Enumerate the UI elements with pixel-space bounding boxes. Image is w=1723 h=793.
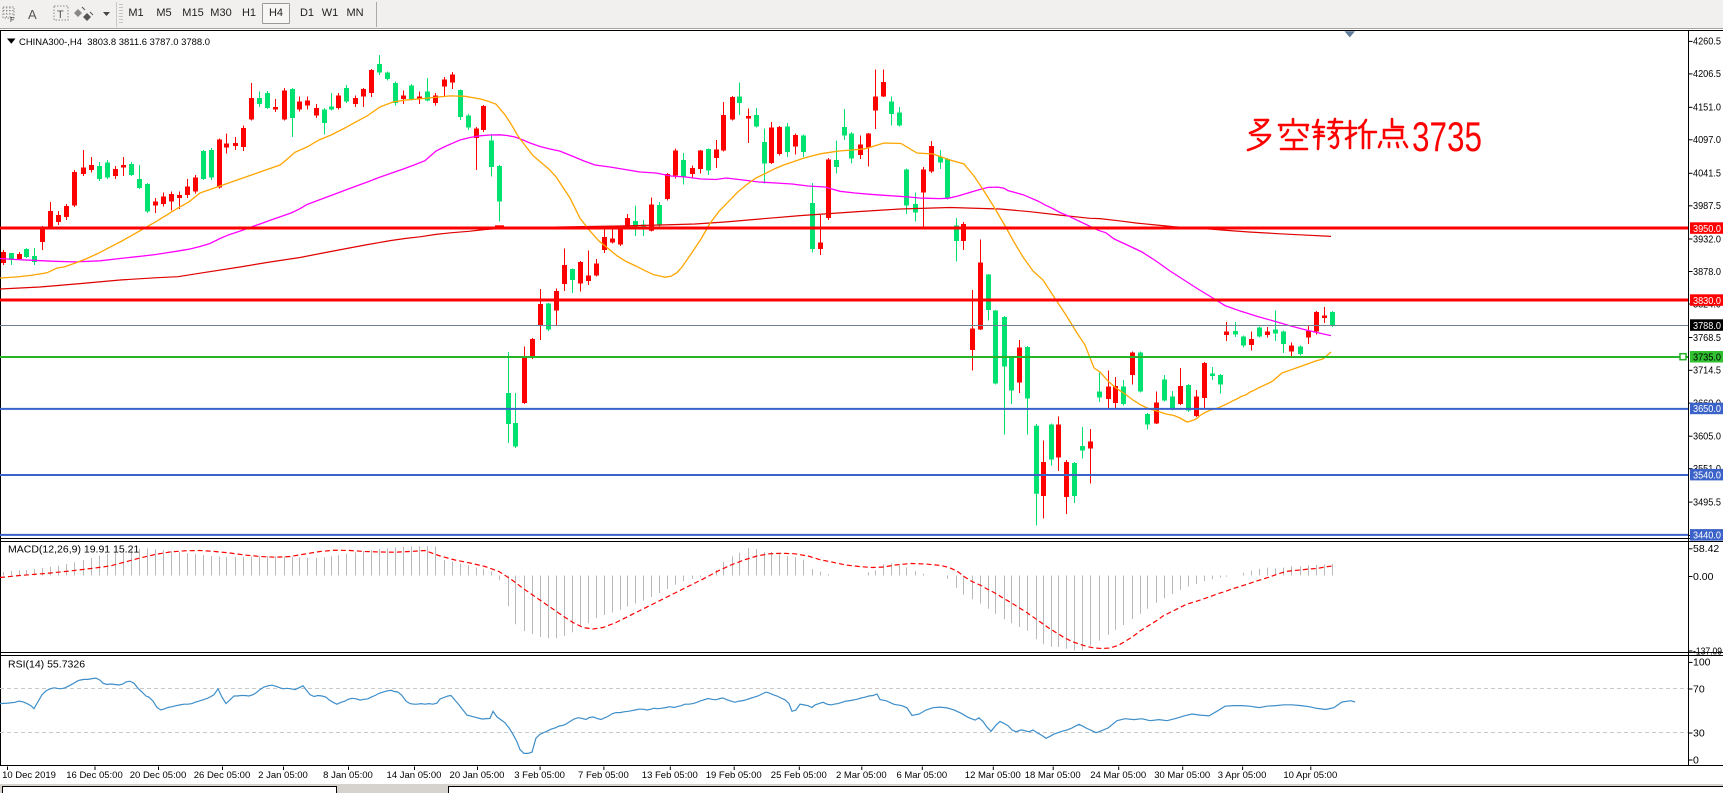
- svg-text:0.00: 0.00: [1693, 571, 1714, 583]
- svg-text:A: A: [28, 7, 37, 22]
- svg-text:14 Jan 05:00: 14 Jan 05:00: [387, 770, 442, 781]
- svg-text:RSI(14) 55.7326: RSI(14) 55.7326: [8, 659, 85, 671]
- svg-text:3540.0: 3540.0: [1693, 469, 1721, 481]
- svg-text:3495.5: 3495.5: [1693, 496, 1721, 508]
- svg-text:16 Dec 05:00: 16 Dec 05:00: [66, 770, 123, 781]
- svg-text:8 Jan 05:00: 8 Jan 05:00: [323, 770, 373, 781]
- svg-text:2 Jan 05:00: 2 Jan 05:00: [258, 770, 308, 781]
- svg-text:3788.0: 3788.0: [1693, 320, 1721, 332]
- svg-text:4206.5: 4206.5: [1693, 68, 1721, 80]
- svg-text:3440.0: 3440.0: [1693, 530, 1721, 542]
- svg-text:4041.5: 4041.5: [1693, 168, 1721, 180]
- svg-text:3830.0: 3830.0: [1693, 295, 1721, 307]
- svg-text:3950.0: 3950.0: [1693, 223, 1721, 235]
- svg-text:24 Mar 05:00: 24 Mar 05:00: [1090, 770, 1146, 781]
- svg-text:12 Mar 05:00: 12 Mar 05:00: [965, 770, 1021, 781]
- svg-text:20 Jan 05:00: 20 Jan 05:00: [450, 770, 505, 781]
- svg-text:3878.0: 3878.0: [1693, 266, 1721, 278]
- svg-text:7 Feb 05:00: 7 Feb 05:00: [578, 770, 629, 781]
- svg-text:26 Dec 05:00: 26 Dec 05:00: [194, 770, 251, 781]
- svg-text:18 Mar 05:00: 18 Mar 05:00: [1025, 770, 1081, 781]
- svg-text:30: 30: [1693, 727, 1705, 739]
- svg-text:3987.5: 3987.5: [1693, 200, 1721, 212]
- svg-text:4260.5: 4260.5: [1693, 36, 1721, 48]
- svg-text:4097.0: 4097.0: [1693, 134, 1721, 146]
- svg-text:3932.0: 3932.0: [1693, 233, 1721, 245]
- svg-text:20 Dec 05:00: 20 Dec 05:00: [130, 770, 187, 781]
- svg-text:10 Dec 2019: 10 Dec 2019: [2, 770, 56, 781]
- svg-text:F: F: [10, 17, 14, 24]
- svg-text:T: T: [57, 9, 64, 21]
- svg-text:10 Apr 05:00: 10 Apr 05:00: [1283, 770, 1337, 781]
- svg-text:3768.5: 3768.5: [1693, 332, 1721, 344]
- svg-text:MACD(12,26,9) 19.91 15.21: MACD(12,26,9) 19.91 15.21: [8, 544, 139, 556]
- svg-text:3735: 3735: [1412, 113, 1482, 160]
- svg-text:3735.0: 3735.0: [1693, 352, 1721, 364]
- svg-text:CHINA300-,H4 3803.8 3811.6 37: CHINA300-,H4 3803.8 3811.6 3787.0 3788.0: [19, 37, 210, 48]
- svg-text:2 Mar 05:00: 2 Mar 05:00: [836, 770, 887, 781]
- svg-text:100: 100: [1693, 657, 1711, 669]
- svg-text:13 Feb 05:00: 13 Feb 05:00: [642, 770, 698, 781]
- svg-text:70: 70: [1693, 683, 1705, 695]
- svg-text:58.42: 58.42: [1693, 543, 1719, 555]
- svg-text:3714.5: 3714.5: [1693, 365, 1721, 377]
- svg-text:3650.0: 3650.0: [1693, 403, 1721, 415]
- svg-text:3 Feb 05:00: 3 Feb 05:00: [514, 770, 565, 781]
- svg-text:19 Feb 05:00: 19 Feb 05:00: [706, 770, 762, 781]
- svg-text:0: 0: [1693, 754, 1699, 766]
- svg-text:30 Mar 05:00: 30 Mar 05:00: [1154, 770, 1210, 781]
- svg-text:4151.0: 4151.0: [1693, 102, 1721, 114]
- svg-text:-137.09: -137.09: [1693, 645, 1722, 657]
- svg-text:6 Mar 05:00: 6 Mar 05:00: [896, 770, 947, 781]
- svg-text:3605.0: 3605.0: [1693, 431, 1721, 443]
- svg-text:25 Feb 05:00: 25 Feb 05:00: [771, 770, 827, 781]
- svg-text:3 Apr 05:00: 3 Apr 05:00: [1218, 770, 1267, 781]
